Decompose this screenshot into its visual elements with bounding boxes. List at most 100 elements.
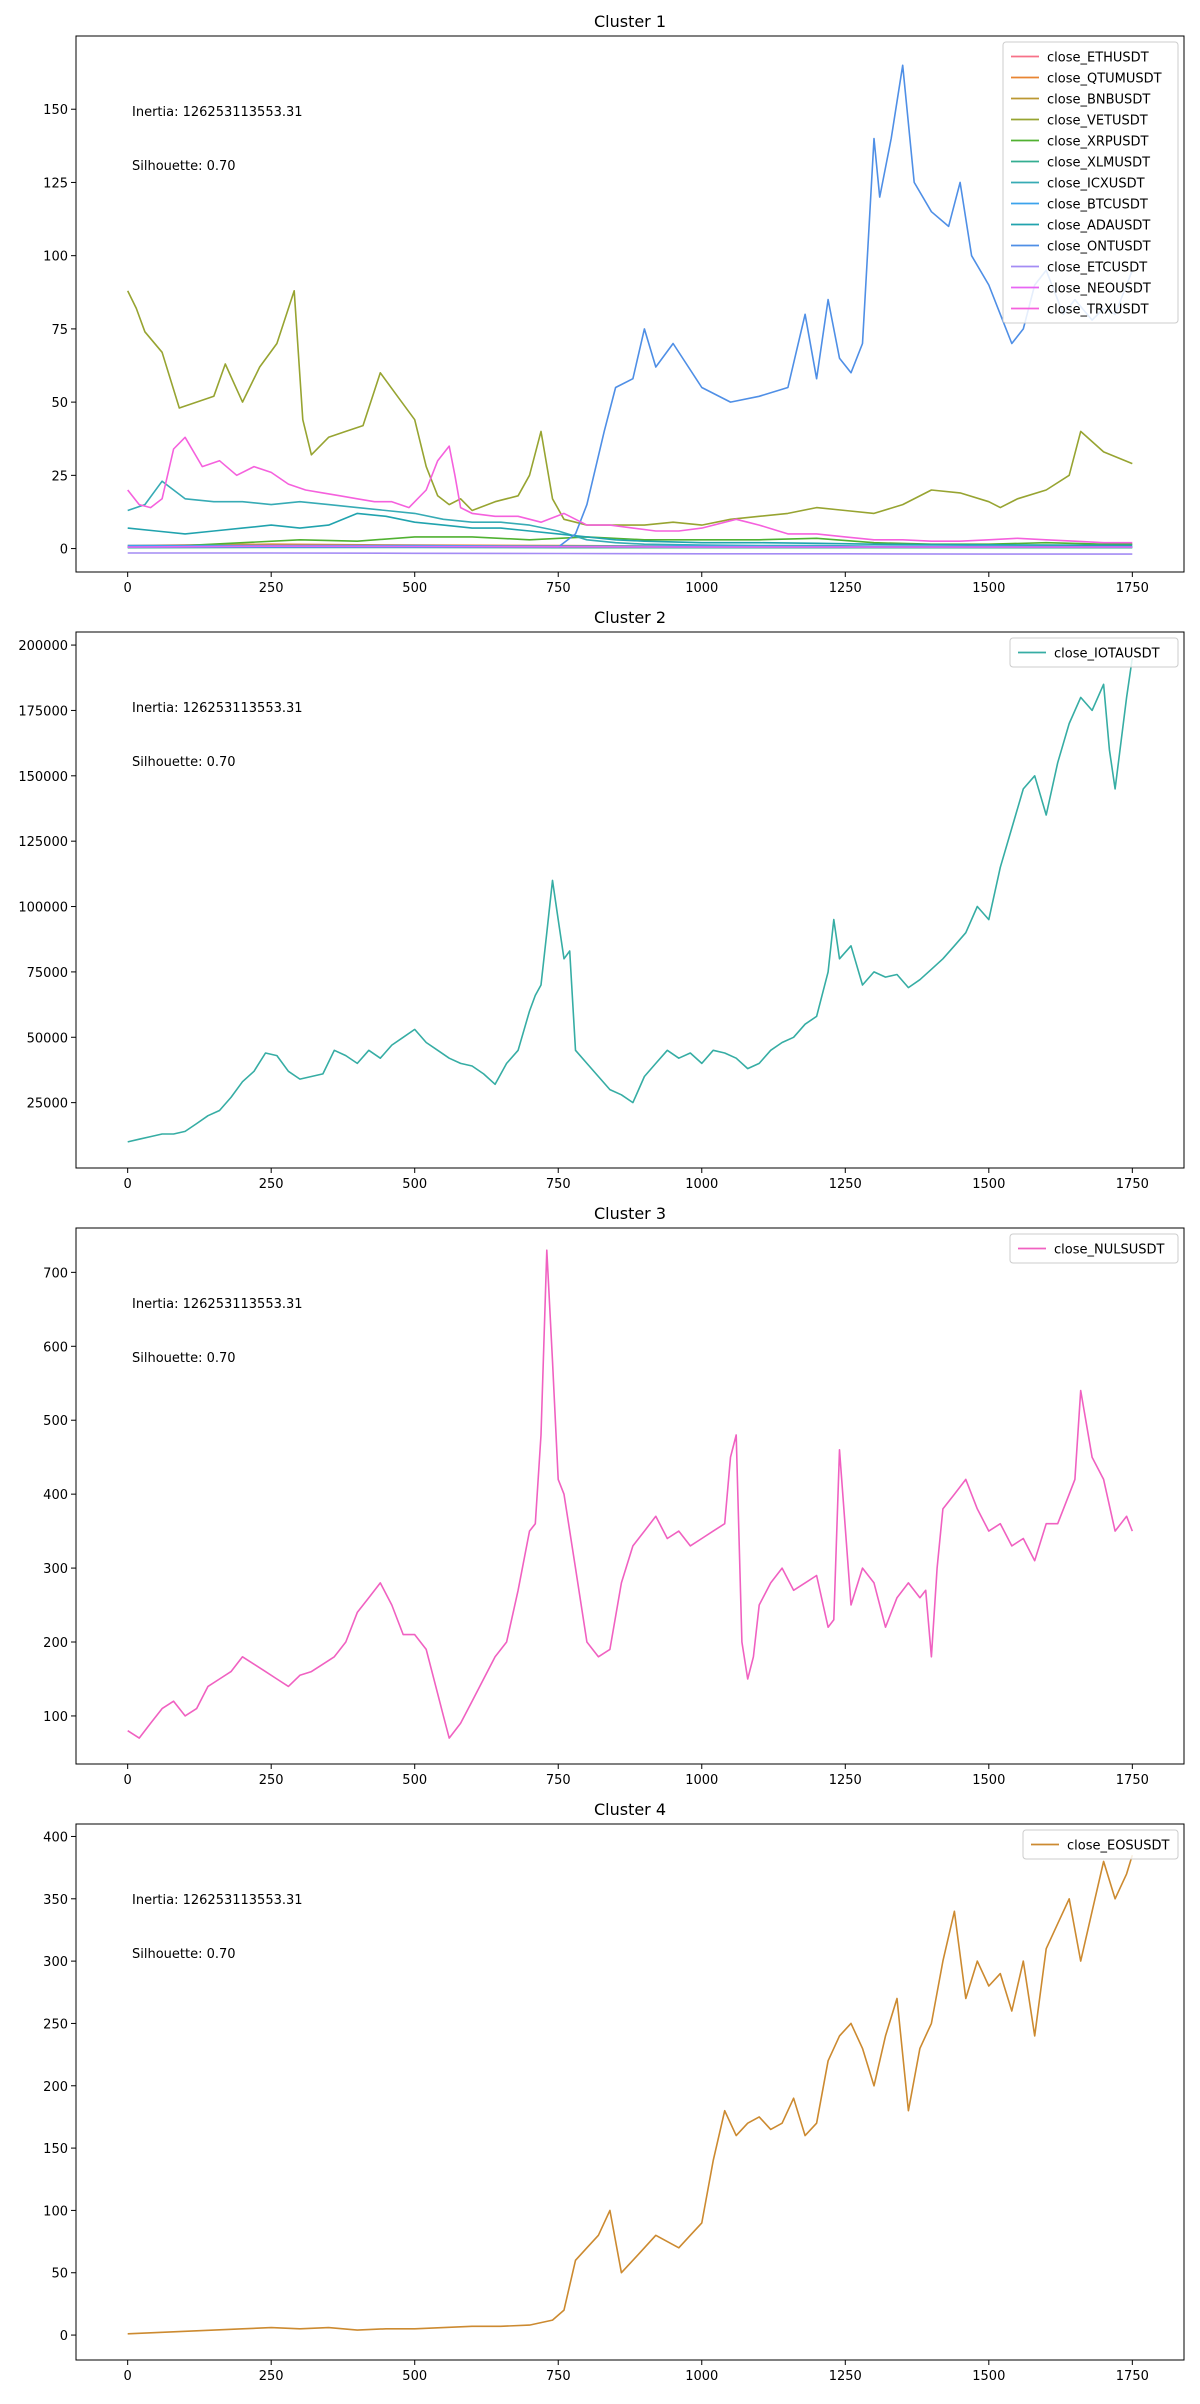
legend-label: close_VETUSDT bbox=[1047, 114, 1148, 129]
chart-title: Cluster 3 bbox=[594, 1204, 666, 1223]
legend: close_ETHUSDT close_QTUMUSDT close_BNBUSDT… bbox=[1003, 42, 1178, 323]
x-tick-label: 250 bbox=[259, 581, 284, 596]
series-line-neo bbox=[128, 546, 1133, 547]
y-tick-label: 700 bbox=[43, 1266, 68, 1281]
x-tick-label: 1500 bbox=[972, 581, 1005, 596]
legend-label: close_NEOUSDT bbox=[1047, 282, 1151, 297]
x-tick-label: 1250 bbox=[829, 1177, 862, 1192]
x-tick-label: 0 bbox=[124, 581, 132, 596]
legend-label: close_NULSUSDT bbox=[1054, 1243, 1164, 1258]
series-line-eos bbox=[128, 1855, 1133, 2334]
annotation-text: Inertia: 126253113553.31 bbox=[132, 1893, 303, 1908]
legend-label: close_IOTAUSDT bbox=[1054, 647, 1160, 662]
chart-title: Cluster 4 bbox=[594, 1800, 666, 1819]
legend-label: close_ICXUSDT bbox=[1047, 177, 1145, 192]
y-tick-label: 300 bbox=[43, 1955, 68, 1970]
x-tick-label: 0 bbox=[124, 1177, 132, 1192]
x-tick-label: 750 bbox=[546, 1773, 571, 1788]
legend-label: close_EOSUSDT bbox=[1067, 1839, 1169, 1854]
y-tick-label: 400 bbox=[43, 1830, 68, 1845]
y-tick-label: 500 bbox=[43, 1414, 68, 1429]
y-tick-label: 25 bbox=[51, 469, 68, 484]
legend-label: close_ONTUSDT bbox=[1047, 240, 1151, 255]
legend-label: close_BNBUSDT bbox=[1047, 93, 1150, 108]
x-tick-label: 750 bbox=[546, 1177, 571, 1192]
series-line-iota bbox=[128, 658, 1133, 1142]
series-line-etc bbox=[128, 553, 1133, 554]
x-tick-label: 1750 bbox=[1116, 581, 1149, 596]
y-tick-label: 200000 bbox=[18, 639, 68, 654]
x-tick-label: 1500 bbox=[972, 1177, 1005, 1192]
series-line-icx bbox=[128, 481, 1133, 547]
legend-label: close_BTCUSDT bbox=[1047, 198, 1148, 213]
y-tick-label: 250 bbox=[43, 2017, 68, 2032]
y-tick-label: 150 bbox=[43, 2142, 68, 2157]
x-tick-label: 250 bbox=[259, 1177, 284, 1192]
y-tick-label: 100 bbox=[43, 1710, 68, 1725]
annotation-text: Inertia: 126253113553.31 bbox=[132, 1297, 303, 1312]
annotation-text: Silhouette: 0.70 bbox=[132, 755, 236, 770]
annotation-text: Silhouette: 0.70 bbox=[132, 1351, 236, 1366]
x-tick-label: 1000 bbox=[685, 1773, 718, 1788]
y-tick-label: 600 bbox=[43, 1340, 68, 1355]
y-tick-label: 50000 bbox=[27, 1031, 68, 1046]
x-tick-label: 1750 bbox=[1116, 1177, 1149, 1192]
x-tick-label: 1000 bbox=[685, 2369, 718, 2384]
legend-label: close_ETCUSDT bbox=[1047, 261, 1147, 276]
series-line-ont bbox=[128, 65, 1133, 547]
series-line-vet bbox=[128, 291, 1133, 525]
y-tick-label: 50 bbox=[51, 2267, 68, 2282]
y-tick-label: 125000 bbox=[18, 835, 68, 850]
x-tick-label: 1250 bbox=[829, 1773, 862, 1788]
legend-label: close_QTUMUSDT bbox=[1047, 72, 1162, 87]
y-tick-label: 175000 bbox=[18, 704, 68, 719]
annotation-text: Inertia: 126253113553.31 bbox=[132, 105, 303, 120]
annotation-text: Inertia: 126253113553.31 bbox=[132, 701, 303, 716]
y-tick-label: 75000 bbox=[27, 966, 68, 981]
x-tick-label: 1250 bbox=[829, 2369, 862, 2384]
x-tick-label: 1750 bbox=[1116, 1773, 1149, 1788]
legend-label: close_TRXUSDT bbox=[1047, 303, 1149, 318]
annotation-text: Silhouette: 0.70 bbox=[132, 159, 236, 174]
y-tick-label: 100 bbox=[43, 2204, 68, 2219]
x-tick-label: 500 bbox=[402, 2369, 427, 2384]
y-tick-label: 200 bbox=[43, 2080, 68, 2095]
y-tick-label: 350 bbox=[43, 1893, 68, 1908]
y-tick-label: 150000 bbox=[18, 770, 68, 785]
x-tick-label: 0 bbox=[124, 2369, 132, 2384]
x-tick-label: 750 bbox=[546, 2369, 571, 2384]
legend: close_IOTAUSDT bbox=[1010, 638, 1178, 667]
y-tick-label: 300 bbox=[43, 1562, 68, 1577]
x-tick-label: 1500 bbox=[972, 1773, 1005, 1788]
x-tick-label: 1750 bbox=[1116, 2369, 1149, 2384]
legend-label: close_XLMUSDT bbox=[1047, 156, 1150, 171]
x-tick-label: 0 bbox=[124, 1773, 132, 1788]
x-tick-label: 250 bbox=[259, 1773, 284, 1788]
x-tick-label: 1250 bbox=[829, 581, 862, 596]
y-tick-label: 400 bbox=[43, 1488, 68, 1503]
y-tick-label: 50 bbox=[51, 396, 68, 411]
legend: close_NULSUSDT bbox=[1010, 1234, 1178, 1263]
y-tick-label: 0 bbox=[60, 2329, 68, 2344]
y-tick-label: 75 bbox=[51, 323, 68, 338]
x-tick-label: 250 bbox=[259, 2369, 284, 2384]
x-tick-label: 500 bbox=[402, 1773, 427, 1788]
annotation-text: Silhouette: 0.70 bbox=[132, 1947, 236, 1962]
x-tick-label: 1000 bbox=[685, 581, 718, 596]
legend: close_EOSUSDT bbox=[1023, 1830, 1178, 1859]
legend-label: close_ADAUSDT bbox=[1047, 219, 1150, 234]
legend-label: close_ETHUSDT bbox=[1047, 51, 1149, 66]
y-tick-label: 0 bbox=[60, 543, 68, 558]
x-tick-label: 1500 bbox=[972, 2369, 1005, 2384]
series-line-trx bbox=[128, 437, 1133, 542]
legend-label: close_XRPUSDT bbox=[1047, 135, 1149, 150]
x-tick-label: 500 bbox=[402, 1177, 427, 1192]
x-tick-label: 500 bbox=[402, 581, 427, 596]
chart-title: Cluster 2 bbox=[594, 608, 666, 627]
y-tick-label: 100000 bbox=[18, 901, 68, 916]
